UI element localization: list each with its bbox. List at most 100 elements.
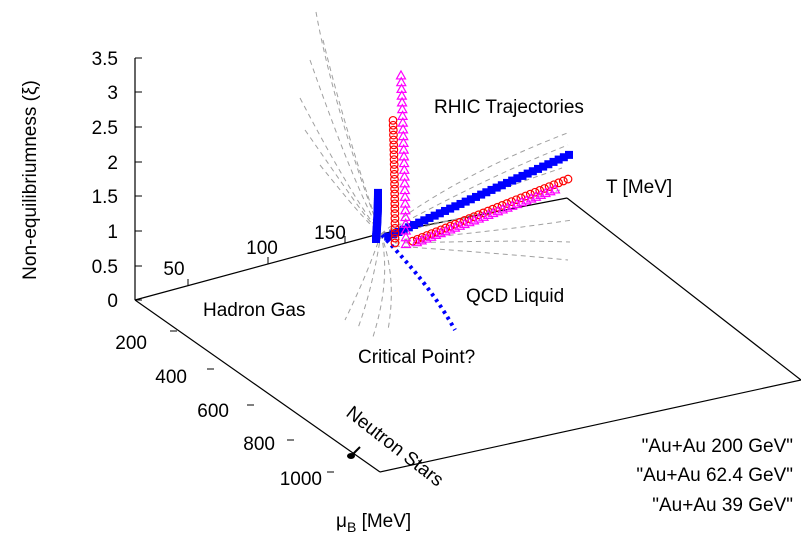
data-point xyxy=(449,221,461,232)
mu-tick-label: 400 xyxy=(155,367,187,388)
data-point xyxy=(454,220,466,230)
data-point xyxy=(539,162,548,171)
mu-tick-label: 800 xyxy=(243,434,275,455)
data-point xyxy=(501,201,513,212)
data-point xyxy=(461,197,470,206)
data-point xyxy=(389,140,399,150)
data-point xyxy=(450,219,460,229)
data-point xyxy=(372,235,380,243)
data-point xyxy=(410,220,418,229)
data-point xyxy=(554,178,563,188)
legend-entry: "Au+Au 39 GeV" xyxy=(652,495,793,516)
data-point xyxy=(451,202,460,211)
annotation-neutron-stars: Neutron Stars xyxy=(342,402,447,491)
data-point xyxy=(389,150,399,160)
t-ticks xyxy=(187,236,346,286)
data-point xyxy=(477,190,486,199)
data-point xyxy=(518,171,527,180)
z-tick-label: 2 xyxy=(107,153,118,174)
data-point xyxy=(456,199,465,208)
data-point xyxy=(482,209,494,220)
mu-tick-label: 600 xyxy=(197,401,229,422)
data-point xyxy=(549,183,561,194)
right-edge-line xyxy=(566,197,801,381)
data-point xyxy=(390,204,400,214)
data-point xyxy=(516,196,528,207)
data-point xyxy=(390,238,400,248)
data-point xyxy=(544,185,556,196)
z-ticks xyxy=(135,57,142,301)
data-point xyxy=(513,174,522,183)
data-point xyxy=(390,179,399,189)
legend-entry: "Au+Au 62.4 GeV" xyxy=(636,465,793,486)
annotation-critical-point: Critical Point? xyxy=(358,347,475,368)
data-point xyxy=(511,198,523,209)
t-tick-label: 100 xyxy=(246,238,278,259)
data-point xyxy=(534,164,542,173)
data-point xyxy=(389,165,399,174)
data-point xyxy=(390,184,400,194)
data-point xyxy=(415,218,424,227)
data-point xyxy=(390,228,400,238)
z-tick-label: 1 xyxy=(107,222,118,243)
z-axis-label: Non-equilibriumness (ξ) xyxy=(20,80,41,280)
mu-axis-label: μB [MeV] xyxy=(336,511,411,533)
z-tick-labels: 0 0.5 1 1.5 2 2.5 3 3.5 xyxy=(92,49,118,312)
data-point xyxy=(563,174,573,184)
data-point xyxy=(390,218,400,228)
data-point xyxy=(506,200,518,210)
mu-ticks xyxy=(170,330,334,473)
data-point xyxy=(390,209,400,218)
axis-box xyxy=(134,58,801,473)
data-point xyxy=(530,190,542,201)
data-point xyxy=(525,189,535,199)
data-point xyxy=(503,178,511,187)
data-point xyxy=(389,135,398,145)
data-point xyxy=(388,115,398,125)
data-point xyxy=(544,160,553,169)
data-point xyxy=(420,232,432,243)
data-point xyxy=(390,199,400,209)
data-point xyxy=(425,213,434,222)
data-point xyxy=(558,176,568,186)
z-tick-label: 3 xyxy=(107,83,118,104)
data-point xyxy=(439,225,451,236)
data-point xyxy=(390,214,400,223)
z-tick-label: 1.5 xyxy=(92,187,118,208)
data-point xyxy=(389,160,399,169)
data-point xyxy=(535,189,547,199)
data-point xyxy=(444,223,456,234)
data-point xyxy=(389,169,399,179)
data-point xyxy=(390,233,400,243)
t-axis-label: T [MeV] xyxy=(606,177,672,198)
data-point xyxy=(389,130,398,140)
series-au200 xyxy=(372,150,573,243)
data-point xyxy=(468,214,480,225)
t-axis-back-line xyxy=(134,234,376,301)
data-point xyxy=(435,227,447,238)
data-point xyxy=(389,155,399,164)
t-tick-label: 150 xyxy=(314,223,346,244)
data-point xyxy=(446,204,455,213)
t-tick-label: 50 xyxy=(163,259,184,280)
mu-unit: [MeV] xyxy=(356,511,411,532)
data-point xyxy=(430,211,439,220)
data-point xyxy=(492,205,504,216)
data-point xyxy=(416,234,428,245)
mu-tick-label: 200 xyxy=(115,333,147,354)
data-point xyxy=(445,221,455,231)
data-point xyxy=(458,218,470,229)
data-point xyxy=(554,155,563,164)
z-tick-label: 2.5 xyxy=(92,118,118,139)
legend-entry: "Au+Au 200 GeV" xyxy=(642,436,793,457)
data-point xyxy=(384,232,393,241)
data-point xyxy=(441,206,449,215)
t-tick-labels: 50 100 150 xyxy=(163,223,345,280)
annotation-trajectories: RHIC Trajectories xyxy=(434,97,584,118)
data-point xyxy=(492,183,501,192)
data-point xyxy=(435,209,444,218)
mu-tick-labels: 200 400 600 800 1000 xyxy=(115,333,322,490)
data-point xyxy=(420,216,429,225)
data-point xyxy=(523,169,532,178)
data-point xyxy=(508,176,517,185)
